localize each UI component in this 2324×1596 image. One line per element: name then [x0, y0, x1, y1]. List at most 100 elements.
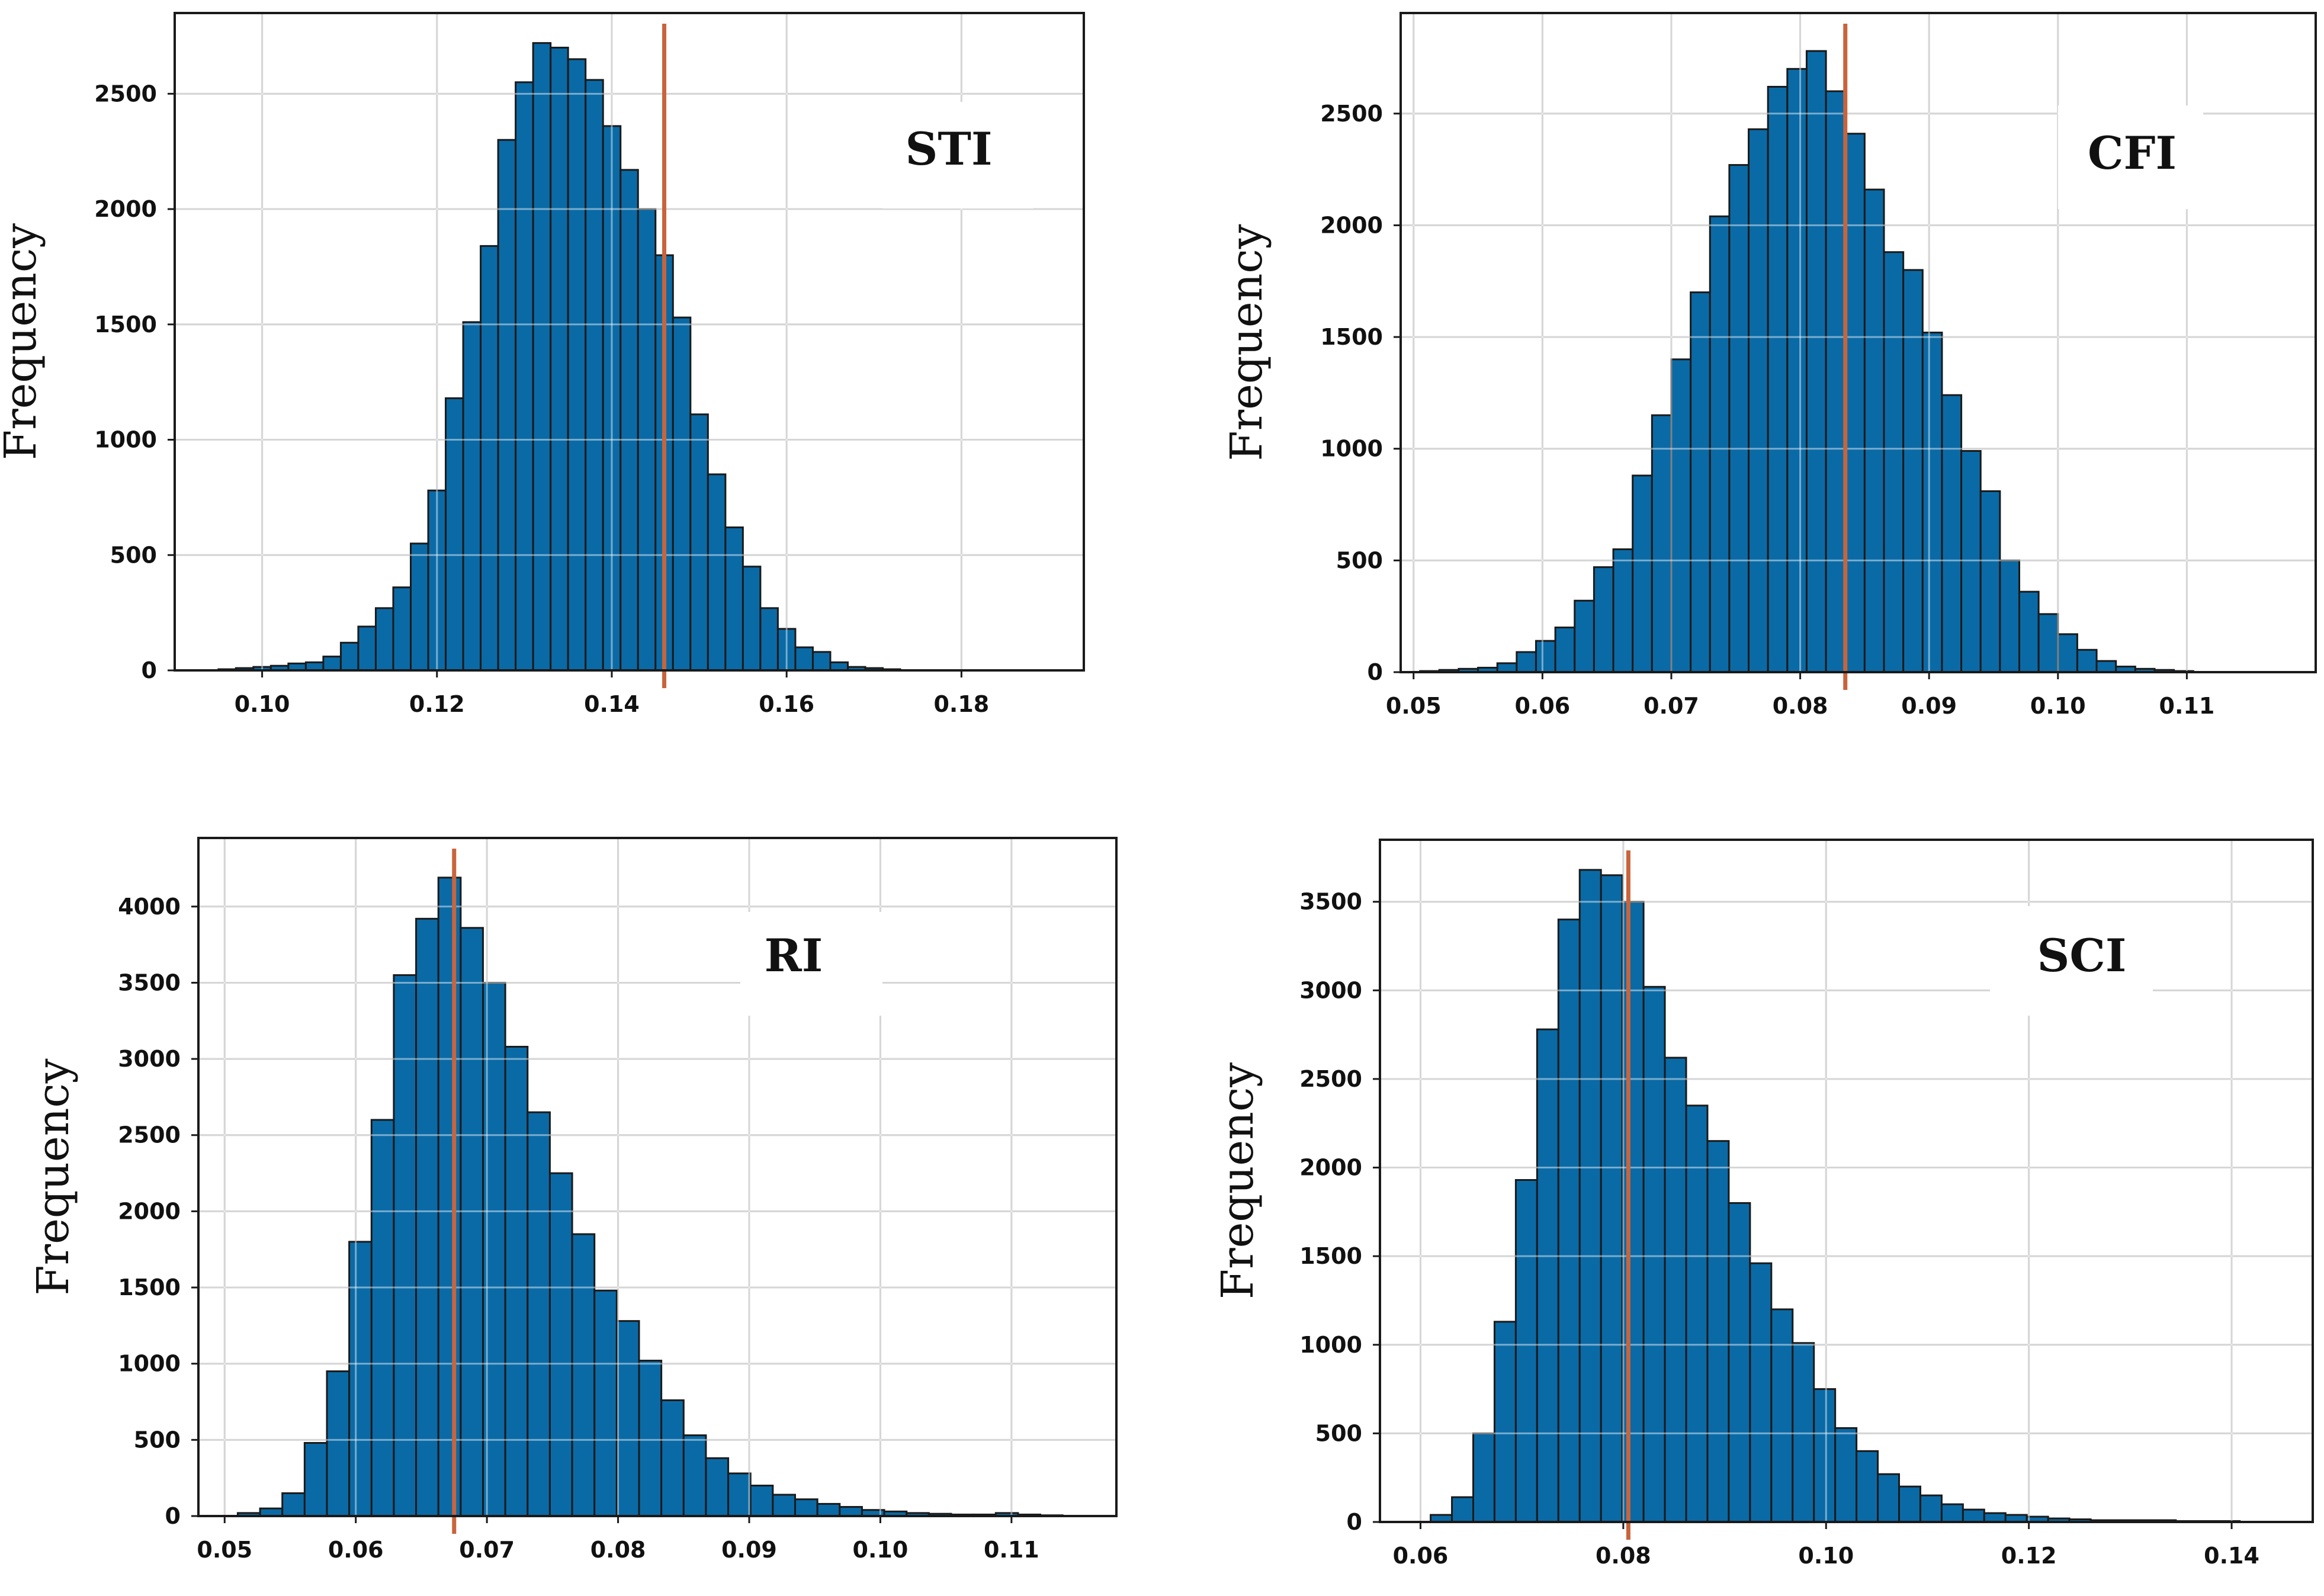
x-tick-label: 0.16	[759, 691, 814, 717]
histogram-bar	[1728, 1202, 1751, 1523]
histogram-bar	[571, 1233, 596, 1517]
x-tick-label: 0.14	[584, 691, 640, 717]
x-tick-label: 0.05	[197, 1537, 252, 1563]
y-tick-label: 500	[134, 1427, 181, 1453]
y-tick-label: 1000	[1299, 1332, 1362, 1358]
histogram-bar	[1748, 128, 1769, 673]
y-tick-label: 3000	[118, 1046, 181, 1072]
histogram-bar	[357, 625, 377, 672]
histogram-bar	[1535, 640, 1556, 673]
y-tick-label: 2500	[1320, 101, 1383, 127]
histogram-bar	[707, 473, 727, 672]
x-tick-label: 0.08	[590, 1537, 646, 1563]
histogram-bar	[326, 1370, 351, 1517]
x-tick-label: 0.06	[1393, 1543, 1449, 1569]
x-tick-label: 0.05	[1386, 693, 1442, 719]
histogram-bar	[1493, 1321, 1517, 1523]
y-tick-label: 2500	[118, 1122, 181, 1148]
x-tick-label: 0.10	[235, 691, 290, 717]
histogram-bar	[1632, 474, 1653, 673]
y-tick-label: 1000	[1320, 436, 1383, 462]
y-tick-label: 500	[1315, 1420, 1362, 1446]
histogram-panel-cfi: 0.05 0.06 0.07 0.08 0.09 0.10 0.11 0 500 1000 1500…	[1221, 12, 2317, 719]
histogram-bar	[1516, 651, 1537, 673]
histogram-bar	[1834, 1427, 1858, 1523]
histogram-bar	[1770, 1308, 1794, 1523]
histogram-bar	[1554, 627, 1576, 673]
histogram-bar	[1767, 86, 1789, 673]
histogram-bar	[415, 917, 439, 1517]
histogram-bar	[615, 1320, 640, 1517]
histogram-bar	[1813, 1388, 1837, 1523]
histogram-bar	[515, 81, 534, 672]
histogram-bar	[1786, 68, 1808, 673]
x-tick-label: 0.10	[2030, 693, 2086, 719]
histogram-bar	[1962, 1508, 1985, 1523]
histogram-bar	[437, 876, 462, 1517]
y-tick-label: 0	[142, 657, 157, 683]
plot-frame	[174, 12, 1085, 672]
histogram-bar	[339, 641, 359, 672]
title-box	[882, 102, 1033, 208]
x-tick-label: 0.10	[853, 1537, 909, 1563]
histogram-bar	[759, 607, 779, 672]
histogram-bar	[1600, 874, 1623, 1523]
panel-title: RI	[765, 929, 823, 982]
histogram-bar	[1451, 1496, 1474, 1523]
y-tick-label: 2000	[1299, 1155, 1362, 1181]
x-tick-label: 0.09	[1901, 693, 1957, 719]
histogram-bar	[1612, 548, 1634, 673]
histogram-bar	[794, 646, 814, 672]
histogram-bar	[593, 1289, 618, 1517]
histogram-bar	[1941, 394, 1963, 673]
x-tick-label: 0.08	[1773, 693, 1828, 719]
histogram-bar	[1621, 901, 1645, 1523]
y-tick-label: 500	[110, 542, 157, 568]
x-tick-label: 0.07	[1644, 693, 1699, 719]
histogram-bar	[567, 58, 587, 672]
x-tick-label: 0.10	[1798, 1543, 1854, 1569]
title-box	[2058, 105, 2203, 209]
histogram-bar	[532, 42, 552, 672]
y-axis-label: Frequency	[28, 1058, 79, 1295]
histogram-bar	[1856, 1450, 1879, 1523]
histogram-bar	[839, 1506, 863, 1517]
histogram-bar	[2018, 590, 2040, 673]
histogram-bar	[1642, 985, 1666, 1523]
histogram-bar	[1983, 1512, 2007, 1523]
histogram-bar	[1940, 1503, 1964, 1523]
panel-title: CFI	[2088, 127, 2177, 179]
x-tick-label: 0.14	[2204, 1543, 2259, 1569]
histogram-bar	[548, 1172, 573, 1517]
y-tick-label: 2500	[94, 81, 157, 107]
plot-frame	[197, 837, 1118, 1517]
title-box	[740, 912, 882, 1016]
histogram-bar	[370, 1119, 395, 1517]
panel-title: SCI	[2037, 929, 2127, 982]
plot-frame	[1399, 12, 2317, 673]
y-tick-label: 1000	[94, 427, 157, 453]
y-tick-label: 0	[165, 1503, 181, 1529]
x-tick-label: 0.09	[721, 1537, 777, 1563]
histogram-bar	[2037, 613, 2059, 673]
histogram-panel-ri: 0.05 0.06 0.07 0.08 0.09 0.10 0.11 0 500 1000 1500…	[28, 837, 1118, 1563]
histogram-bar	[2076, 648, 2098, 673]
histogram-bar	[322, 656, 342, 672]
histogram-bar	[672, 316, 692, 672]
x-tick-label: 0.06	[1514, 693, 1570, 719]
x-tick-label: 0.18	[933, 691, 989, 717]
y-axis-label: Frequency	[0, 223, 46, 460]
histogram-bar	[1877, 1473, 1901, 1523]
histogram-bar	[303, 1441, 328, 1517]
histogram-bar	[1749, 1262, 1773, 1523]
y-tick-label: 4000	[118, 894, 181, 920]
x-tick-label: 0.08	[1596, 1543, 1651, 1569]
histogram-bar	[724, 526, 744, 672]
histogram-bar	[2057, 633, 2078, 673]
histogram-bar	[1919, 1494, 1943, 1523]
x-tick-label: 0.12	[409, 691, 465, 717]
histogram-bar	[392, 586, 412, 672]
histogram-bar	[2095, 660, 2117, 673]
panel-title: STI	[906, 123, 993, 175]
